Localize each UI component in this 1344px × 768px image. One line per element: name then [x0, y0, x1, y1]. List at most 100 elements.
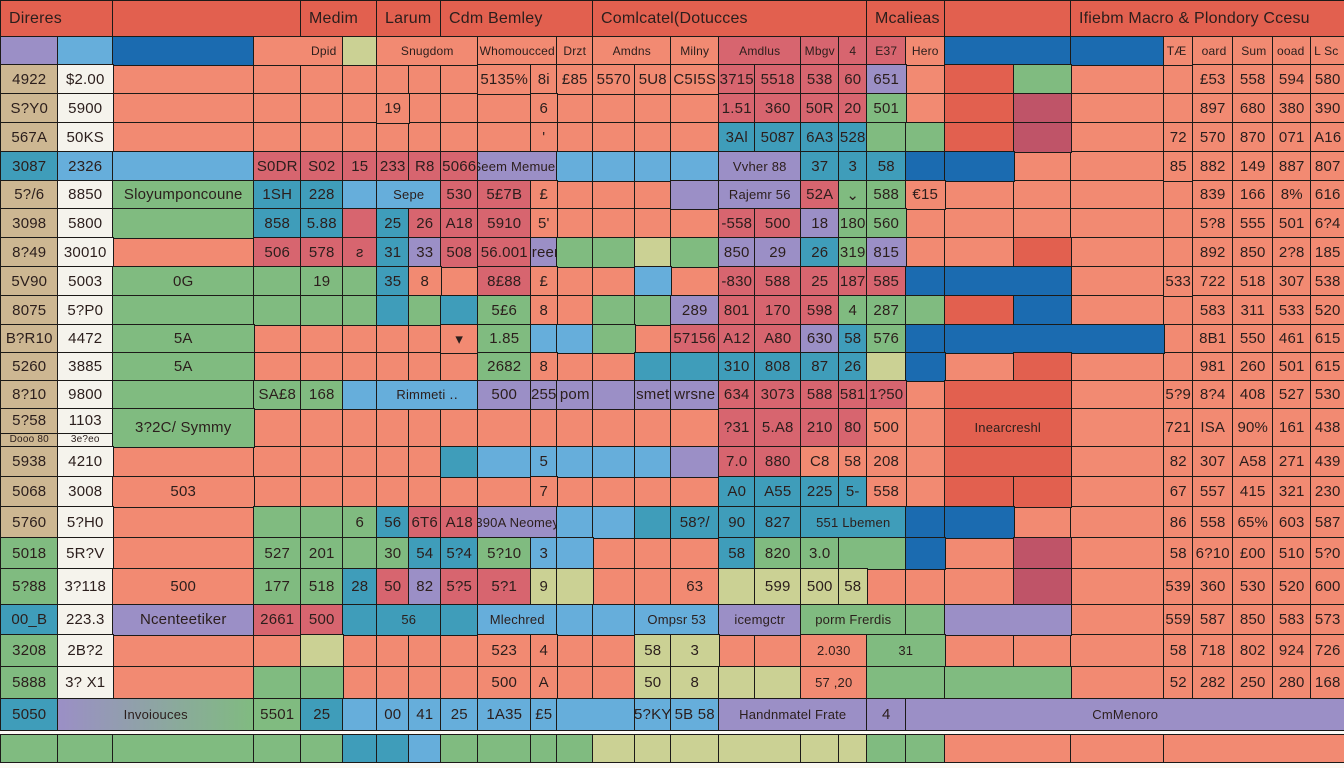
column-group-header[interactable] [112, 0, 302, 38]
grid-cell[interactable]: 52A [800, 180, 840, 210]
grid-cell[interactable] [342, 352, 378, 382]
grid-cell[interactable]: C8 [800, 446, 840, 478]
row-header-cell[interactable]: 5018 [0, 537, 59, 570]
grid-cell[interactable] [1070, 734, 1165, 763]
grid-cell[interactable]: 520 [1310, 295, 1344, 326]
grid-cell[interactable] [592, 476, 636, 508]
grid-cell[interactable]: 573 [1310, 604, 1344, 636]
grid-cell[interactable] [112, 634, 255, 668]
grid-cell[interactable]: £ [530, 180, 558, 210]
grid-cell[interactable] [1013, 506, 1072, 539]
grid-cell[interactable] [944, 151, 1015, 182]
grid-cell[interactable]: 5 [530, 446, 558, 478]
grid-cell[interactable]: 518 [1232, 266, 1274, 297]
grid-cell[interactable] [342, 604, 378, 636]
grid-cell[interactable] [1070, 446, 1165, 478]
grid-cell[interactable]: 5900 [57, 93, 114, 124]
grid-cell[interactable]: 598 [800, 295, 840, 326]
grid-cell[interactable] [1013, 476, 1072, 508]
grid-cell[interactable] [1013, 122, 1072, 153]
grid-cell[interactable] [905, 93, 946, 124]
grid-cell[interactable]: 503 [112, 476, 255, 508]
grid-cell[interactable] [944, 634, 1015, 668]
grid-cell[interactable] [300, 734, 344, 763]
row-header-cell[interactable]: 5?88 [0, 568, 59, 606]
grid-cell[interactable]: 581 [838, 380, 868, 410]
grid-cell[interactable] [300, 476, 344, 508]
row-header-cell[interactable] [0, 734, 59, 763]
grid-cell[interactable]: 850 [1232, 237, 1274, 268]
column-header[interactable]: Mbgv [800, 36, 840, 66]
grid-cell[interactable]: Inearcreshl [944, 408, 1072, 448]
grid-cell[interactable] [718, 734, 802, 763]
column-group-header[interactable]: Ifiebm Macro & Plondory Ccesu [1070, 0, 1344, 38]
grid-cell[interactable]: 307 [1192, 446, 1234, 478]
grid-cell[interactable] [112, 122, 255, 153]
grid-cell[interactable] [253, 408, 302, 448]
grid-cell[interactable] [300, 666, 344, 700]
grid-cell[interactable]: 615 [1310, 324, 1344, 354]
grid-cell[interactable]: 57 ,20 [800, 666, 868, 700]
grid-cell[interactable] [408, 476, 442, 508]
grid-cell[interactable]: 15 [342, 151, 378, 182]
grid-cell[interactable]: 3.0 [800, 537, 840, 570]
grid-cell[interactable]: 54 [408, 537, 442, 570]
grid-cell[interactable] [342, 734, 378, 763]
grid-cell[interactable]: Seem Memues [477, 151, 558, 182]
grid-cell[interactable] [556, 208, 594, 239]
grid-cell[interactable] [342, 698, 378, 731]
grid-cell[interactable]: 802 [1232, 634, 1274, 668]
grid-cell[interactable] [440, 408, 479, 448]
grid-cell[interactable] [1070, 408, 1165, 448]
grid-cell[interactable]: 00 [376, 698, 410, 731]
grid-cell[interactable]: 887 [1272, 151, 1312, 182]
grid-cell[interactable] [1070, 237, 1165, 268]
grid-cell[interactable]: 3 [670, 634, 720, 668]
grid-cell[interactable]: 680 [1232, 93, 1274, 124]
grid-cell[interactable]: 31 [376, 237, 410, 268]
grid-cell[interactable]: 282 [1192, 666, 1234, 700]
grid-cell[interactable]: 603 [1272, 506, 1312, 539]
grid-cell[interactable] [670, 537, 720, 570]
grid-cell[interactable]: 170 [754, 295, 802, 326]
row-header-cell[interactable]: 3098 [0, 208, 59, 239]
grid-cell[interactable] [1070, 64, 1165, 95]
grid-cell[interactable] [530, 734, 558, 763]
grid-cell[interactable] [905, 295, 946, 326]
grid-cell[interactable]: 615 [1310, 352, 1344, 382]
column-header[interactable]: Amdlus [718, 36, 802, 66]
grid-cell[interactable] [342, 93, 378, 124]
grid-cell[interactable]: 2B?2 [57, 634, 114, 668]
grid-cell[interactable] [634, 208, 672, 239]
grid-cell[interactable] [342, 634, 378, 668]
grid-cell[interactable]: 5£6 [477, 295, 532, 326]
grid-cell[interactable]: 630 [800, 324, 840, 354]
grid-cell[interactable]: 722 [1192, 266, 1234, 297]
grid-cell[interactable]: 555 [1232, 208, 1274, 239]
grid-cell[interactable] [1163, 324, 1194, 354]
grid-cell[interactable] [300, 446, 344, 478]
grid-cell[interactable] [300, 122, 344, 153]
grid-cell[interactable]: 438 [1310, 408, 1344, 448]
column-header[interactable]: Drzt [556, 36, 594, 66]
grid-cell[interactable] [634, 506, 672, 539]
grid-cell[interactable] [408, 352, 442, 382]
grid-cell[interactable]: 58?/ [670, 506, 720, 539]
column-header[interactable]: Amdns [592, 36, 672, 66]
grid-cell[interactable]: 19 [300, 266, 344, 297]
grid-cell[interactable] [905, 352, 946, 382]
grid-cell[interactable] [253, 266, 302, 297]
grid-cell[interactable]: 307 [1272, 266, 1312, 297]
grid-cell[interactable] [342, 537, 378, 570]
grid-cell[interactable] [905, 506, 946, 539]
grid-cell[interactable]: Sepe [376, 180, 442, 210]
grid-cell[interactable] [670, 352, 720, 382]
grid-cell[interactable] [556, 734, 594, 763]
grid-cell[interactable] [1163, 295, 1194, 326]
grid-cell[interactable]: 4472 [57, 324, 114, 354]
grid-cell[interactable]: 25 [800, 266, 840, 297]
grid-cell[interactable] [670, 408, 720, 448]
grid-cell[interactable]: 530 [1232, 568, 1274, 606]
grid-cell[interactable]: 161 [1272, 408, 1312, 448]
grid-cell[interactable]: SA£8 [253, 380, 302, 410]
